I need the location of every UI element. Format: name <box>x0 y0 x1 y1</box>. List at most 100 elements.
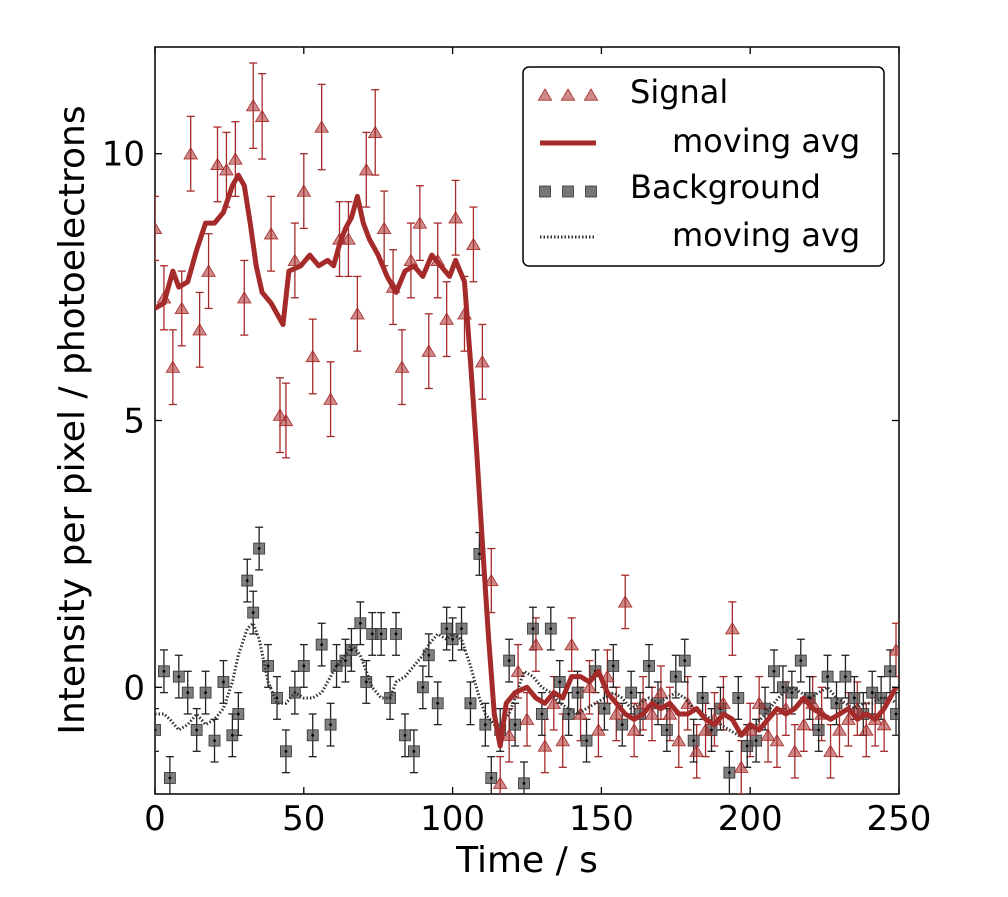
signal-point <box>653 685 669 699</box>
signal-point <box>626 723 642 736</box>
signal-point <box>858 723 874 736</box>
background-point-center <box>585 739 588 743</box>
signal-point <box>183 146 199 160</box>
signal-point <box>323 392 338 405</box>
background-point-center <box>549 627 553 630</box>
signal-point <box>448 210 463 224</box>
background-point-center <box>195 728 199 732</box>
signal-point <box>254 109 270 122</box>
background-point-center <box>647 664 651 668</box>
background-point-center <box>311 733 315 737</box>
signal-point <box>662 707 678 720</box>
moving-avg-lines <box>155 172 899 749</box>
background-point-center <box>230 733 234 737</box>
signal-point <box>608 707 624 720</box>
legend-signal-triangle <box>537 88 553 101</box>
background-point-center <box>284 749 288 753</box>
background-point-center <box>445 627 449 630</box>
background-point-center <box>257 547 261 550</box>
background-point-center <box>364 680 368 684</box>
background-point-center <box>344 659 347 663</box>
signal-point <box>314 120 330 133</box>
x-tick-label: 250 <box>867 799 932 839</box>
background-point-center <box>817 728 821 732</box>
signal-point <box>466 237 481 251</box>
background-point-center <box>477 552 481 556</box>
y-tick-label: 5 <box>123 402 145 442</box>
signal-point <box>733 760 749 773</box>
x-axis-title: Time / s <box>455 840 598 881</box>
signal-point <box>876 717 892 731</box>
signal-point <box>219 162 234 176</box>
background-point-center <box>540 712 544 716</box>
signal-point <box>367 125 383 138</box>
x-tick-label: 150 <box>569 799 634 839</box>
background-point-center <box>665 728 669 732</box>
background-point-center <box>870 691 874 695</box>
signal-point <box>582 680 597 693</box>
background-point-center <box>421 685 425 689</box>
signal-point <box>245 98 261 112</box>
signal-point <box>698 723 713 736</box>
signal-point <box>689 744 704 757</box>
signal-point <box>305 349 321 363</box>
legend-background-square <box>585 185 597 198</box>
signal-point <box>236 290 252 304</box>
background-point-center <box>379 632 383 636</box>
background-point-center <box>460 627 463 630</box>
legend-signal-triangle <box>583 88 599 101</box>
signal-point <box>296 184 312 197</box>
background-point-center <box>168 776 172 780</box>
signal-point <box>483 573 499 587</box>
background-point-center <box>302 664 306 668</box>
background-point-center <box>576 691 579 695</box>
background-point-center <box>358 621 362 625</box>
signal-point <box>832 723 847 736</box>
signal-point <box>501 728 517 741</box>
signal-point <box>760 728 776 741</box>
signal-point <box>412 216 428 229</box>
signal-point <box>519 712 535 725</box>
x-tick-label: 200 <box>718 799 783 839</box>
background-point-center <box>222 680 225 684</box>
signal-point <box>475 355 490 368</box>
signal-point <box>787 744 803 757</box>
background-point-center <box>412 749 416 753</box>
signal-point <box>537 739 553 752</box>
background-point-center <box>436 701 440 705</box>
background-point-center <box>275 696 279 700</box>
x-tick-label: 50 <box>282 799 325 839</box>
signal-point <box>671 733 687 747</box>
background-point-center <box>394 632 398 636</box>
legend-signal-marker <box>537 88 599 101</box>
signal-point <box>841 712 856 725</box>
background-point-center <box>852 696 856 700</box>
background-point-center <box>489 776 493 780</box>
background-point-center <box>620 723 624 727</box>
signal-point <box>421 344 437 357</box>
signal-point <box>287 253 303 267</box>
background-moving-avg-line <box>155 620 898 738</box>
background-point-center <box>727 771 731 775</box>
background-point-center <box>483 723 487 727</box>
signal-point <box>564 637 579 651</box>
signal-point <box>174 301 190 315</box>
signal-point <box>278 413 294 427</box>
background-point-center <box>754 739 758 743</box>
background-point-center <box>844 675 847 679</box>
legend-background-marker <box>539 185 597 198</box>
background-point-center <box>320 643 324 646</box>
background-point-center <box>451 637 454 641</box>
signal-point <box>528 637 544 651</box>
signal-point <box>591 723 606 736</box>
background-point-center <box>236 712 240 716</box>
background-point-center <box>427 653 431 657</box>
background-point-center <box>835 701 838 705</box>
signal-point <box>492 776 508 789</box>
x-tick-label: 100 <box>420 799 485 839</box>
background-point-center <box>674 675 678 679</box>
background-point-center <box>894 712 898 716</box>
legend-background-avg-label: moving avg <box>672 216 860 254</box>
signal-point <box>724 621 740 635</box>
